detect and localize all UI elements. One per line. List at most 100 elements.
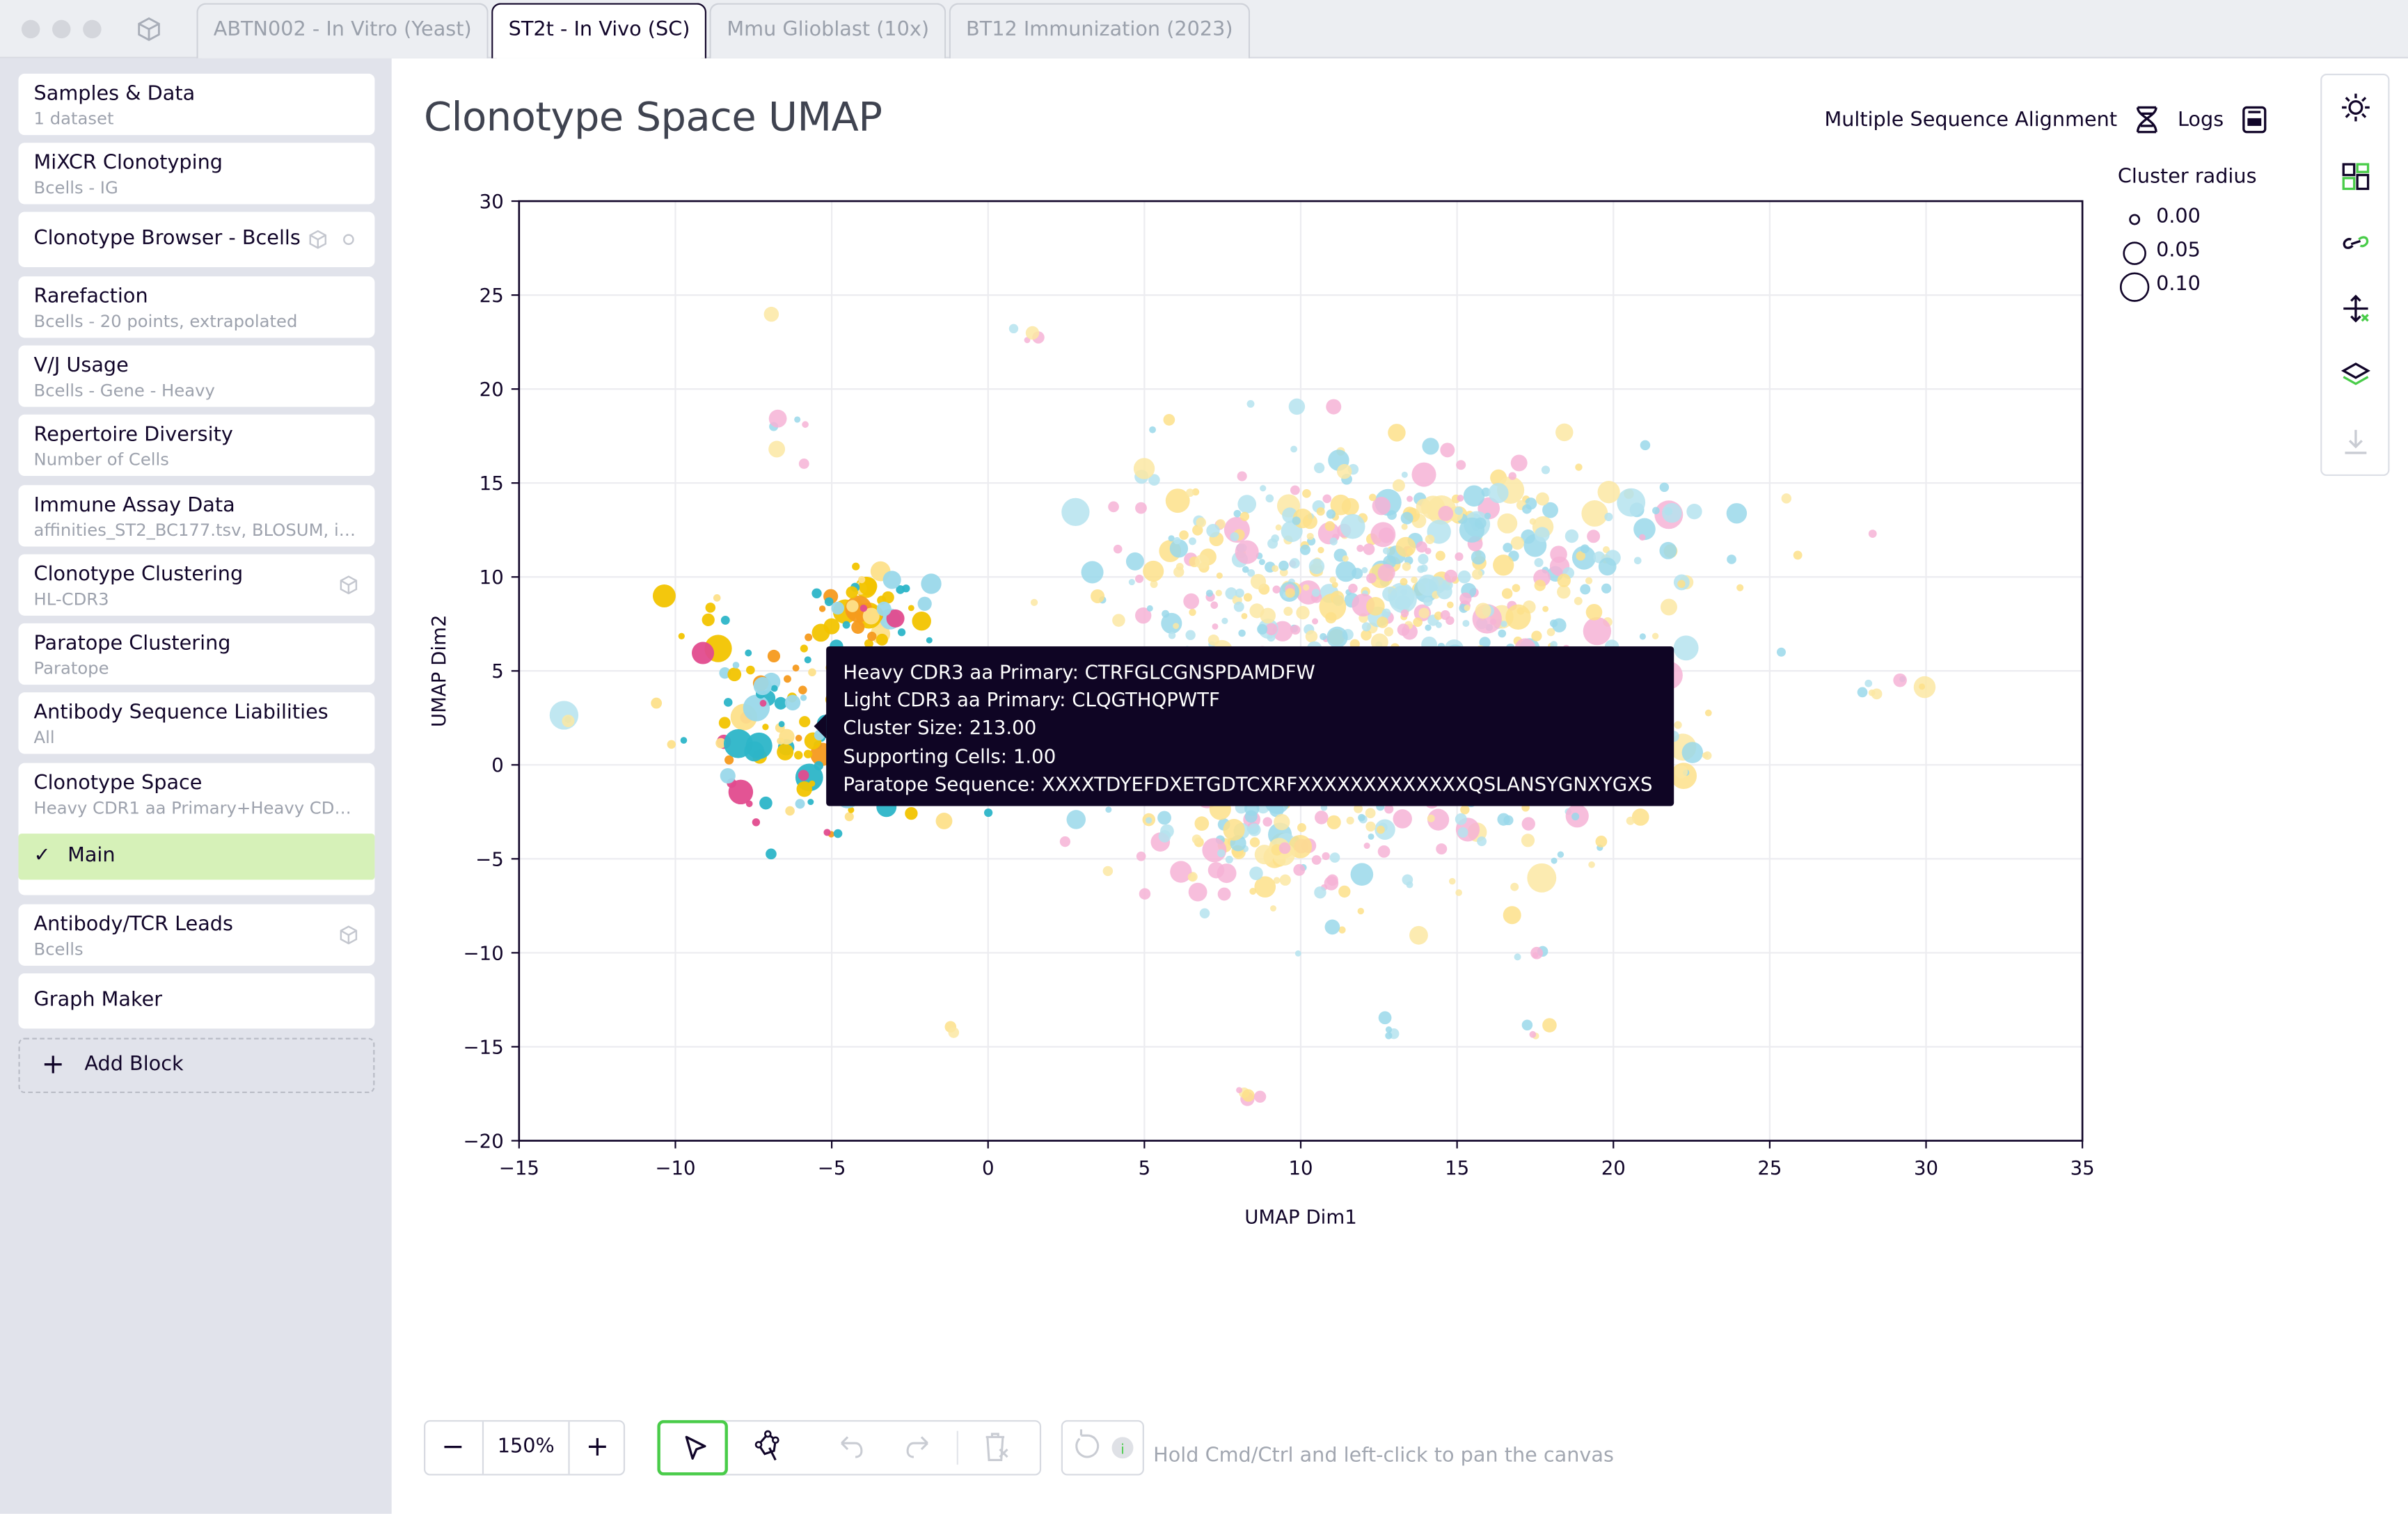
scatter-point[interactable] — [1348, 583, 1358, 593]
scatter-point[interactable] — [842, 621, 850, 629]
sidebar-block-samples[interactable]: Samples & Data 1 dataset — [18, 73, 375, 136]
scatter-point[interactable] — [1534, 557, 1544, 568]
scatter-point[interactable] — [1401, 523, 1408, 530]
scatter-point[interactable] — [1368, 833, 1375, 840]
scatter-point[interactable] — [1521, 834, 1535, 847]
scatter-point[interactable] — [1139, 888, 1151, 900]
scatter-point[interactable] — [652, 584, 676, 607]
scatter-point[interactable] — [1363, 543, 1375, 555]
scatter-point[interactable] — [1406, 881, 1413, 889]
scatter-point[interactable] — [1857, 687, 1868, 698]
scatter-point[interactable] — [723, 698, 733, 707]
scatter-point[interactable] — [1108, 501, 1119, 513]
scatter-point[interactable] — [1541, 465, 1551, 475]
scatter-point[interactable] — [1192, 525, 1203, 536]
msa-button[interactable]: Multiple Sequence Alignment — [1824, 104, 2160, 135]
scatter-point[interactable] — [770, 685, 778, 692]
scatter-point[interactable] — [1168, 632, 1176, 639]
scatter-point[interactable] — [1235, 540, 1259, 564]
scatter-point[interactable] — [1385, 1032, 1393, 1039]
scatter-point[interactable] — [1557, 573, 1571, 587]
scatter-point[interactable] — [1246, 400, 1255, 408]
scatter-point[interactable] — [1503, 906, 1521, 925]
scatter-point[interactable] — [1677, 580, 1686, 589]
scatter-point[interactable] — [745, 649, 752, 657]
scatter-point[interactable] — [1293, 863, 1306, 876]
tab-bt12[interactable]: BT12 Immunization (2023) — [949, 3, 1250, 58]
scatter-point[interactable] — [1305, 630, 1318, 643]
scatter-point[interactable] — [798, 770, 809, 781]
scatter-point[interactable] — [1133, 458, 1155, 479]
scatter-point[interactable] — [1336, 463, 1352, 479]
scatter-point[interactable] — [867, 631, 877, 642]
scatter-point[interactable] — [1702, 752, 1709, 759]
scatter-point[interactable] — [917, 596, 932, 611]
scatter-point[interactable] — [1674, 765, 1688, 779]
scatter-point[interactable] — [1290, 445, 1298, 453]
scatter-point[interactable] — [1311, 855, 1322, 865]
scatter-point[interactable] — [1660, 598, 1677, 616]
scatter-point[interactable] — [724, 755, 734, 765]
scatter-point[interactable] — [792, 664, 800, 672]
scatter-point[interactable] — [1279, 874, 1291, 886]
scatter-point[interactable] — [796, 781, 813, 797]
scatter-point[interactable] — [1550, 545, 1567, 563]
scatter-point[interactable] — [784, 694, 801, 711]
scatter-point[interactable] — [1434, 611, 1443, 620]
scatter-point[interactable] — [1274, 813, 1290, 831]
scatter-point[interactable] — [1585, 577, 1593, 584]
scatter-point[interactable] — [844, 812, 854, 822]
scatter-point[interactable] — [1185, 488, 1194, 497]
scatter-point[interactable] — [1534, 527, 1550, 543]
scatter-point[interactable] — [720, 615, 730, 625]
scatter-point[interactable] — [1241, 612, 1248, 619]
project-box-icon[interactable] — [135, 15, 163, 43]
scatter-point[interactable] — [1146, 605, 1153, 612]
scatter-point[interactable] — [1297, 823, 1306, 832]
scatter-point[interactable] — [807, 799, 814, 806]
scatter-point[interactable] — [753, 677, 772, 696]
scatter-point[interactable] — [1112, 614, 1125, 627]
scatter-point[interactable] — [1384, 627, 1394, 637]
scatter-point[interactable] — [1401, 471, 1408, 478]
scatter-point[interactable] — [1225, 855, 1233, 863]
scatter-point[interactable] — [1244, 810, 1258, 823]
scatter-point[interactable] — [1199, 908, 1210, 918]
download-icon[interactable] — [2339, 425, 2373, 459]
scatter-point[interactable] — [1488, 483, 1509, 504]
scatter-point[interactable] — [1531, 630, 1542, 642]
scatter-point[interactable] — [1416, 498, 1432, 514]
scatter-point[interactable] — [1462, 619, 1470, 627]
scatter-point[interactable] — [651, 697, 663, 709]
scatter-point[interactable] — [1776, 647, 1786, 657]
scatter-point[interactable] — [1422, 438, 1439, 455]
scatter-point[interactable] — [1278, 560, 1289, 571]
scatter-point[interactable] — [1382, 547, 1390, 555]
scatter-point[interactable] — [804, 656, 811, 664]
scatter-point[interactable] — [1061, 497, 1090, 526]
scatter-point[interactable] — [1631, 808, 1649, 826]
zoom-out-button[interactable]: − — [441, 1431, 465, 1463]
scatter-point[interactable] — [1407, 495, 1413, 502]
scatter-point[interactable] — [1459, 592, 1472, 605]
scatter-point[interactable] — [1448, 877, 1456, 885]
scatter-point[interactable] — [1188, 882, 1207, 902]
scatter-point[interactable] — [1376, 825, 1385, 834]
scatter-point[interactable] — [1191, 834, 1202, 844]
maximize-window-button[interactable] — [83, 19, 102, 39]
scatter-point[interactable] — [1207, 634, 1219, 646]
scatter-point[interactable] — [1493, 555, 1514, 576]
scatter-point[interactable] — [1250, 573, 1267, 590]
scatter-point[interactable] — [1113, 544, 1123, 554]
scatter-point[interactable] — [1388, 424, 1406, 442]
sidebar-block-rarefaction[interactable]: Rarefaction Bcells - 20 points, extrapol… — [18, 276, 375, 338]
scatter-point[interactable] — [1270, 905, 1276, 912]
scatter-point[interactable] — [926, 637, 933, 644]
scatter-point[interactable] — [833, 829, 843, 838]
scatter-point[interactable] — [1919, 683, 1926, 690]
scatter-point[interactable] — [908, 605, 914, 612]
scatter-point[interactable] — [1278, 842, 1291, 854]
sidebar-block-mixcr[interactable]: MiXCR Clonotyping Bcells - IG — [18, 143, 375, 205]
scatter-point[interactable] — [1292, 516, 1301, 525]
scatter-point[interactable] — [1239, 511, 1250, 521]
